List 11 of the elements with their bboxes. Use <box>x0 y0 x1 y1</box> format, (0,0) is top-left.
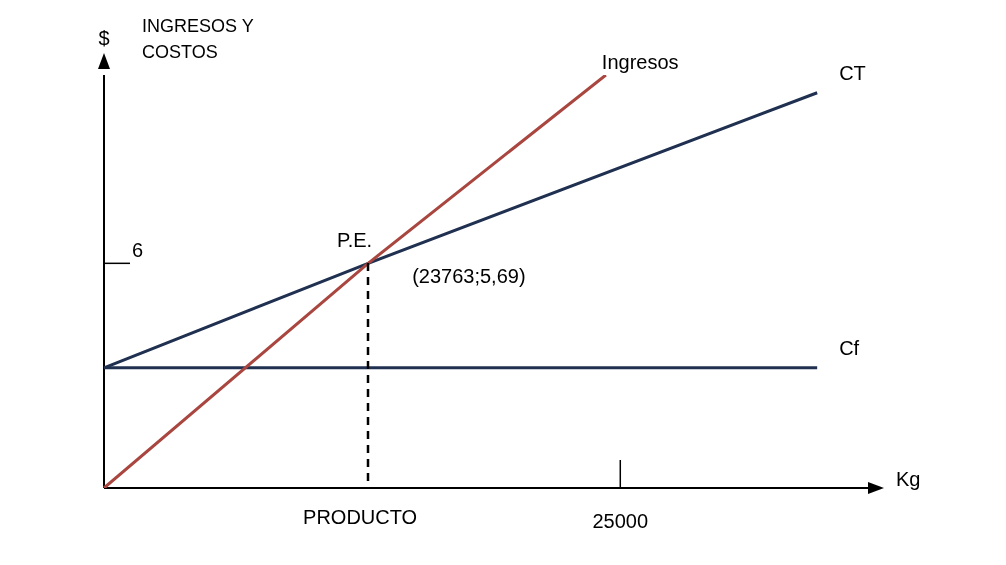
text: Kg <box>896 467 921 490</box>
annotation: (23763;5,69) <box>412 264 526 287</box>
annotation: P.E. <box>336 228 373 251</box>
series-label: Cf <box>839 337 860 360</box>
y-axis-title: $ <box>98 26 110 49</box>
text: 25000 <box>592 509 649 532</box>
annotation: 6 <box>132 238 144 261</box>
series-label: Ingresos <box>601 50 679 73</box>
text: INGRESOS Y COSTOS <box>142 15 254 62</box>
x-axis-title: PRODUCTO <box>303 505 418 528</box>
series-label: CT <box>839 62 866 85</box>
